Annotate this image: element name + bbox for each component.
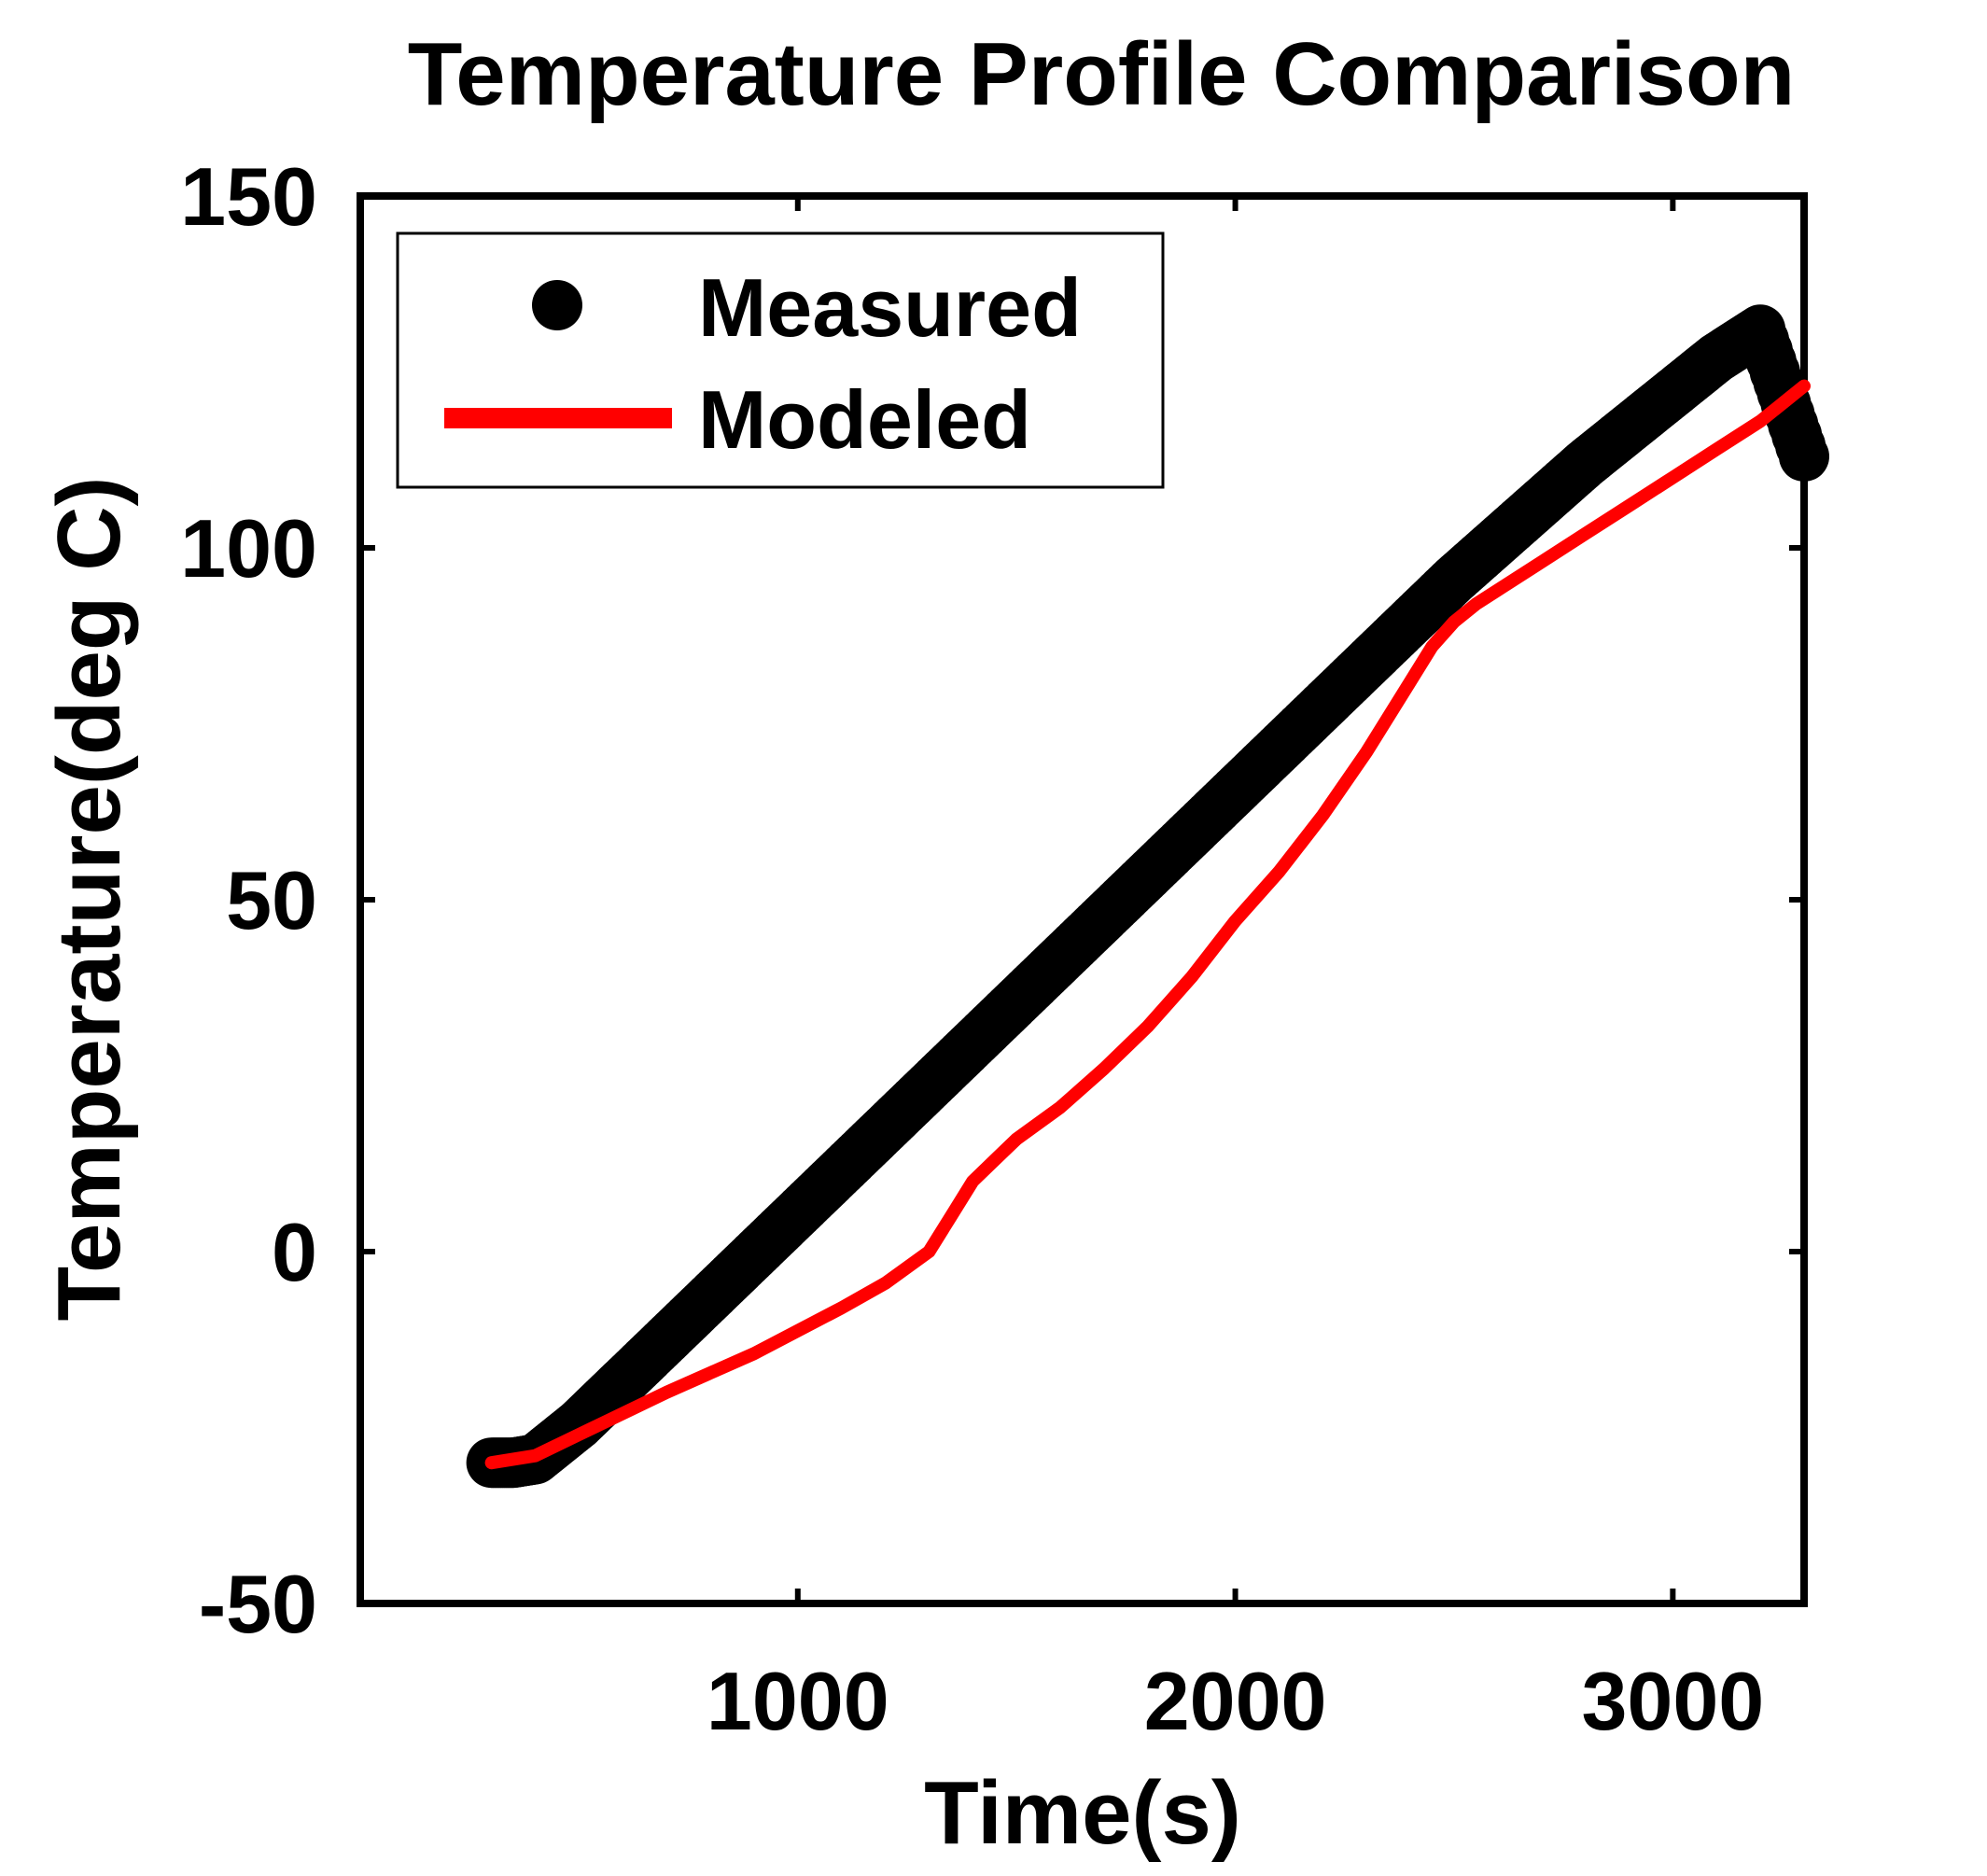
legend-modeled-label: Modeled (698, 373, 1031, 466)
y-tick-labels: -50 0 50 100 150 (180, 150, 317, 1650)
x-tick-label: 1000 (707, 1655, 889, 1747)
legend-box (396, 231, 1165, 489)
series-modeled-line (484, 379, 1811, 1470)
x-axis-label: Time(s) (924, 1763, 1241, 1863)
series-layer (466, 304, 1829, 1489)
legend: Measured Modeled (396, 231, 1165, 489)
measured-point (1779, 430, 1829, 482)
tick-marks (360, 193, 1804, 1606)
y-tick-label: -50 (199, 1558, 317, 1650)
x-tick-label: 3000 (1581, 1655, 1764, 1747)
y-axis-label: Temperature(deg C) (39, 476, 139, 1321)
y-tick-label: 0 (272, 1206, 317, 1298)
legend-measured-label: Measured (698, 261, 1082, 354)
x-tick-labels: 1000 2000 3000 (707, 1655, 1764, 1747)
legend-measured-marker (532, 280, 582, 330)
x-tick-label: 2000 (1144, 1655, 1327, 1747)
y-tick-label: 50 (226, 854, 317, 946)
y-tick-label: 100 (180, 502, 317, 595)
series-measured (466, 304, 1829, 1489)
y-tick-label: 150 (180, 150, 317, 243)
chart-title: Temperature Profile Comparison (408, 24, 1796, 124)
plot-area (357, 192, 1829, 1607)
